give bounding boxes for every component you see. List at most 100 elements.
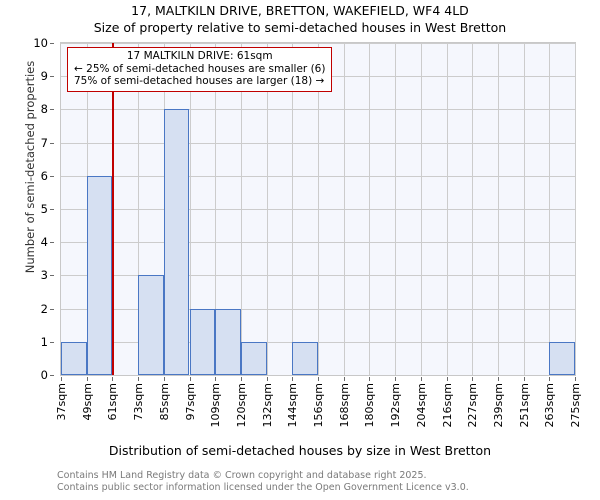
x-tick-mark	[189, 377, 191, 381]
x-tick-mark	[343, 377, 345, 381]
x-tick-label: 85sqm	[157, 383, 171, 421]
x-tick-label: 49sqm	[80, 383, 94, 421]
x-tick-mark	[369, 377, 371, 381]
gridline	[61, 308, 575, 310]
x-tick-mark	[292, 377, 294, 381]
x-tick-mark	[138, 377, 140, 381]
y-tick-mark	[50, 43, 54, 44]
x-tick-label: 132sqm	[260, 383, 274, 428]
x-tick-mark	[61, 377, 62, 381]
y-tick-mark	[50, 242, 54, 244]
y-tick-label: 9	[40, 69, 48, 84]
histogram-bar	[61, 341, 87, 375]
x-tick-mark	[395, 377, 397, 381]
x-tick-label: 251sqm	[517, 383, 531, 428]
annotation-line-1: 17 MALTKILN DRIVE: 61sqm	[126, 50, 273, 62]
x-tick-label: 156sqm	[312, 383, 325, 428]
y-tick-mark	[50, 142, 54, 144]
histogram-bar	[549, 341, 575, 375]
x-tick-mark	[163, 377, 165, 381]
y-tick-label: 3	[40, 268, 48, 283]
histogram-bar	[240, 341, 267, 375]
x-tick-label: 97sqm	[183, 383, 197, 421]
property-marker-line	[112, 43, 115, 375]
x-tick-label: 109sqm	[209, 383, 223, 428]
y-tick-mark	[50, 109, 54, 111]
histogram-bars	[61, 43, 575, 375]
y-tick-mark	[50, 341, 54, 343]
histogram-bar	[292, 341, 318, 375]
gridline	[575, 43, 576, 375]
annotation-line-2: ← 25% of semi-detached houses are smalle…	[74, 62, 326, 75]
x-tick-mark	[497, 377, 499, 381]
x-tick-label: 120sqm	[234, 383, 248, 428]
gridline	[61, 142, 575, 144]
y-tick-label: 1	[40, 334, 48, 349]
y-tick-mark	[50, 175, 54, 177]
x-tick-label: 180sqm	[363, 383, 377, 428]
y-tick-label: 2	[40, 301, 48, 316]
y-tick-label: 4	[40, 235, 48, 250]
footer-line-1: Contains HM Land Registry data © Crown c…	[57, 470, 427, 481]
y-tick-mark	[50, 375, 54, 376]
y-tick-label: 5	[40, 202, 48, 216]
y-tick-mark	[50, 308, 54, 310]
attribution-footer: Contains HM Land Registry data © Crown c…	[57, 470, 597, 493]
y-tick-label: 6	[40, 168, 48, 183]
y-tick-label: 7	[40, 135, 48, 150]
x-tick-mark	[472, 377, 474, 381]
annotation-line-3: 75% of semi-detached houses are larger (…	[74, 75, 325, 87]
x-tick-mark	[215, 377, 217, 381]
x-tick-mark	[446, 377, 448, 381]
footer-line-2: Contains public sector information licen…	[57, 481, 469, 493]
x-tick-label: 61sqm	[106, 383, 120, 421]
x-axis-label: Distribution of semi-detached houses by …	[108, 443, 492, 458]
x-tick-label: 192sqm	[389, 383, 403, 428]
x-axis-ticks: 37sqm 49sqm 61sqm 73sqm 85sqm 97sqm 109sqm 120s…	[55, 377, 582, 439]
histogram-bar	[163, 109, 190, 375]
gridline	[61, 341, 575, 343]
gridline	[61, 43, 575, 44]
gridline	[61, 175, 575, 177]
x-tick-label: 144sqm	[286, 383, 300, 428]
histogram-bar	[138, 275, 164, 375]
gridline	[61, 242, 575, 244]
page-title: 17, MALTKILN DRIVE, BRETTON, WAKEFIELD, …	[131, 3, 469, 18]
histogram-bar	[189, 308, 216, 375]
annotation-box: 17 MALTKILN DRIVE: 61sqm ← 25% of semi-d…	[67, 47, 333, 92]
x-tick-label: 275sqm	[569, 383, 582, 428]
x-tick-label: 216sqm	[440, 383, 454, 428]
y-tick-label: 0	[40, 368, 48, 382]
x-tick-label: 37sqm	[55, 383, 68, 421]
chart-title-block: 17, MALTKILN DRIVE, BRETTON, WAKEFIELD, …	[0, 2, 600, 36]
x-tick-mark	[523, 377, 525, 381]
x-tick-mark	[420, 377, 422, 381]
x-tick-mark	[575, 377, 576, 381]
y-tick-label: 10	[33, 36, 48, 50]
y-tick-mark	[50, 275, 54, 277]
x-tick-mark	[112, 377, 114, 381]
x-tick-mark	[549, 377, 551, 381]
x-tick-label: 168sqm	[337, 383, 351, 428]
gridline	[61, 209, 575, 210]
gridline	[61, 275, 575, 277]
plot-area	[60, 42, 576, 376]
x-tick-mark	[240, 377, 242, 381]
histogram-bar	[86, 175, 113, 375]
y-axis-ticks: 0 1 2 3 4 5 6 7 8 9 10	[0, 36, 54, 382]
y-tick-mark	[50, 209, 54, 210]
x-tick-mark	[86, 377, 88, 381]
gridline	[61, 109, 575, 111]
x-tick-label: 204sqm	[414, 383, 428, 428]
chart-subtitle: Size of property relative to semi-detach…	[93, 20, 507, 35]
x-tick-label: 227sqm	[466, 383, 480, 428]
x-tick-mark	[318, 377, 319, 381]
x-tick-label: 263sqm	[543, 383, 557, 428]
x-tick-mark	[266, 377, 268, 381]
y-tick-mark	[50, 76, 54, 78]
y-tick-label: 8	[40, 102, 48, 117]
x-tick-label: 73sqm	[132, 383, 146, 421]
x-tick-label: 239sqm	[491, 383, 505, 428]
histogram-bar	[215, 308, 241, 375]
